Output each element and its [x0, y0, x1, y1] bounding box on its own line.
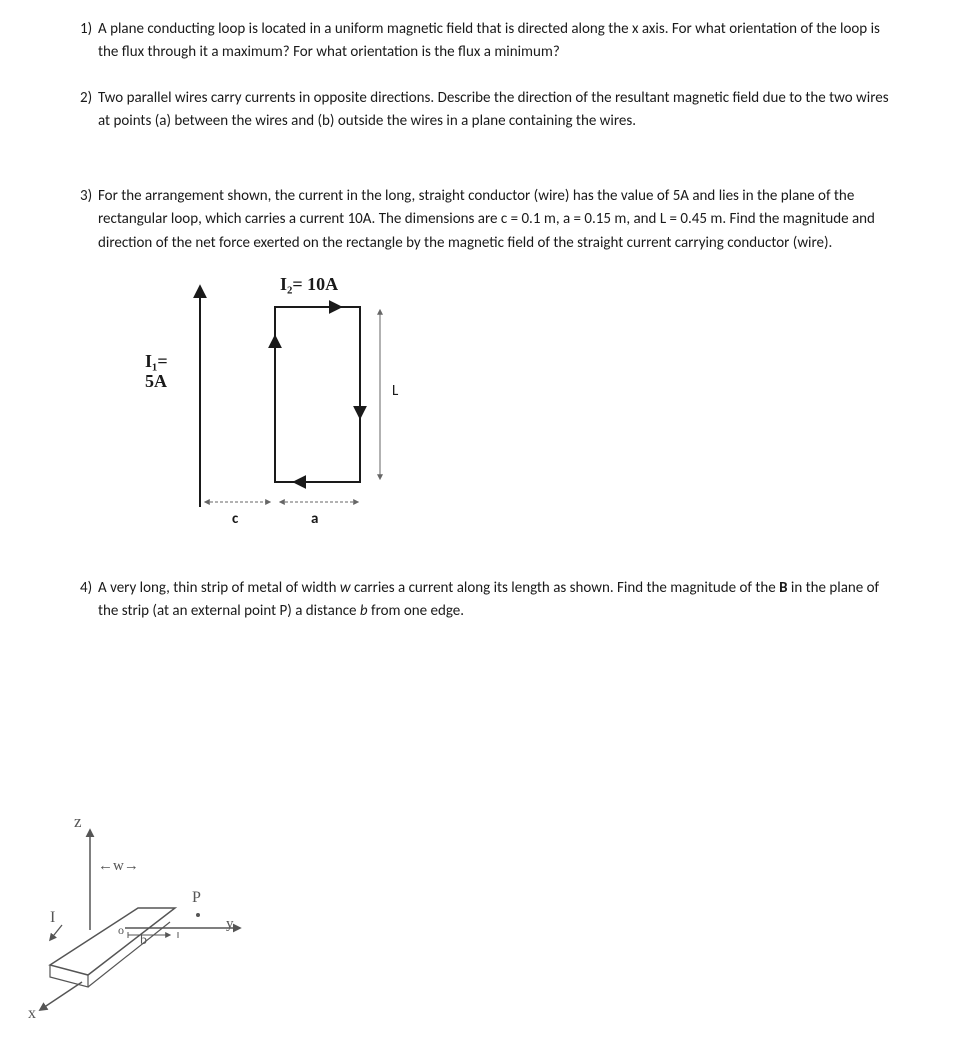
- q2-text: Two parallel wires carry currents in opp…: [98, 87, 894, 134]
- q2-number: 2): [70, 87, 98, 134]
- y-label: y: [226, 916, 234, 933]
- strip-top: [50, 908, 175, 975]
- I1-label: I₁= 5A: [145, 352, 168, 392]
- P-label: P: [192, 889, 201, 907]
- I1-label-text: I₁=: [145, 351, 168, 371]
- I1-value-text: 5A: [145, 371, 167, 391]
- x-label: x: [28, 1005, 36, 1023]
- question-2: 2) Two parallel wires carry currents in …: [70, 87, 894, 134]
- q1-text: A plane conducting loop is located in a …: [98, 18, 894, 65]
- o-label: o: [118, 923, 124, 938]
- q3-text: For the arrangement shown, the current i…: [98, 185, 894, 255]
- loop-rect: [275, 307, 360, 482]
- q4-text: A very long, thin strip of metal of widt…: [98, 577, 894, 624]
- z-label: z: [74, 812, 82, 832]
- point-P: [196, 913, 200, 917]
- x-axis: [40, 982, 82, 1010]
- question-4: 4) A very long, thin strip of metal of w…: [70, 577, 894, 624]
- q1-number: 1): [70, 18, 98, 65]
- q3-number: 3): [70, 185, 98, 255]
- q4-svg: [20, 810, 300, 1030]
- a-label: a: [311, 510, 318, 528]
- I2-label: I₂= 10A: [280, 274, 338, 295]
- I-arrow: [50, 925, 62, 940]
- strip-side: [50, 965, 88, 987]
- q4-diagram: z ←w→ P y b I o x: [20, 810, 300, 1030]
- q3-diagram: I₁= 5A I₂= 10A L c a: [155, 277, 455, 557]
- c-label: c: [232, 510, 238, 528]
- question-3: 3) For the arrangement shown, the curren…: [70, 185, 894, 255]
- b-label: b: [140, 933, 147, 949]
- I-label: I: [50, 909, 55, 927]
- q4-number: 4): [70, 577, 98, 624]
- question-1: 1) A plane conducting loop is located in…: [70, 18, 894, 65]
- q3-svg: [155, 277, 455, 557]
- L-label: L: [392, 382, 398, 400]
- page: 1) A plane conducting loop is located in…: [0, 0, 964, 665]
- w-label: ←w→: [98, 858, 139, 875]
